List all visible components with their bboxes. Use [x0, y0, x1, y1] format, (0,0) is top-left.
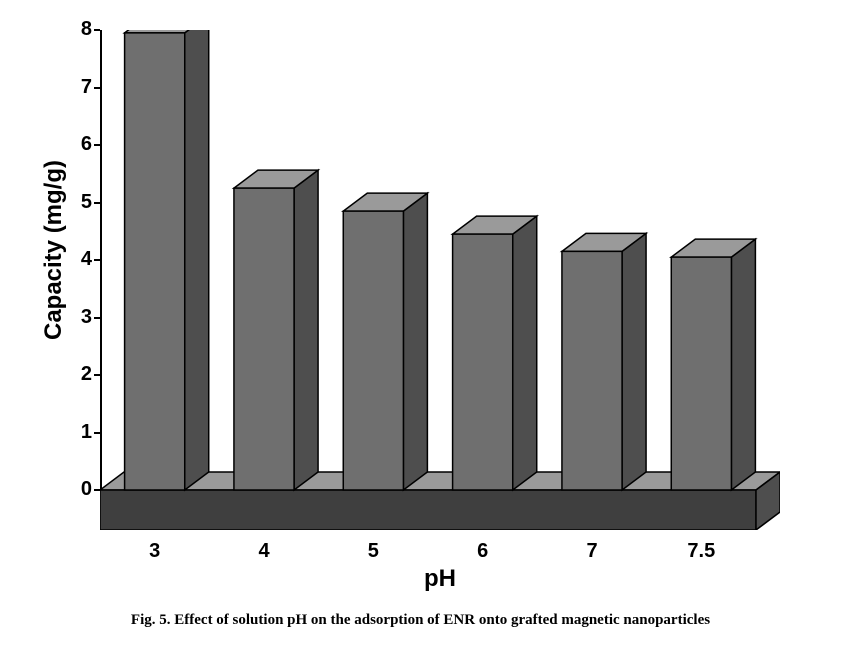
figure-caption: Fig. 5. Effect of solution pH on the ads… — [0, 612, 841, 629]
x-tick-label: 6 — [477, 540, 488, 563]
y-axis-label: Capacity (mg/g) — [40, 160, 68, 340]
x-tick-label: 7 — [586, 540, 597, 563]
y-tick-label: 1 — [81, 421, 92, 444]
figure: Capacity (mg/g) 012345678345677.5 pH Fig… — [0, 0, 841, 650]
y-tick-label: 4 — [81, 248, 92, 271]
y-tick-label: 0 — [81, 478, 92, 501]
y-axis-label-wrap: Capacity (mg/g) — [35, 0, 73, 500]
bars-svg — [100, 30, 780, 530]
y-tick-label: 3 — [81, 306, 92, 329]
x-tick-label: 5 — [368, 540, 379, 563]
x-tick-label: 3 — [149, 540, 160, 563]
x-tick-label: 7.5 — [687, 540, 715, 563]
x-axis-label: pH — [100, 565, 780, 593]
plot-area: 012345678345677.5 — [100, 30, 780, 530]
y-tick-label: 6 — [81, 133, 92, 156]
y-tick-label: 7 — [81, 76, 92, 99]
y-tick-label: 8 — [81, 18, 92, 41]
y-tick-label: 2 — [81, 363, 92, 386]
y-tick-label: 5 — [81, 191, 92, 214]
x-tick-label: 4 — [258, 540, 269, 563]
